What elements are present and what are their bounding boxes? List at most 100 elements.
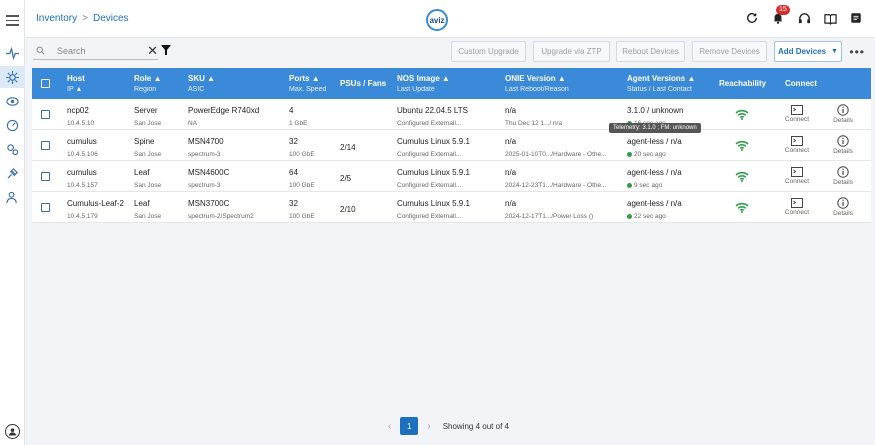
col-ip-label: IP (67, 86, 74, 93)
wifi-icon (735, 109, 749, 120)
ports-link[interactable]: 32 (289, 199, 298, 208)
document-icon[interactable] (849, 11, 863, 25)
ports-link[interactable]: 4 (289, 106, 294, 115)
table-row[interactable]: cumulus 10.4.5.106 Spine San Jose MSN4700 spe… (32, 130, 871, 161)
upgrade-via-ztp-button[interactable]: Upgrade via ZTP (533, 41, 610, 62)
col-host[interactable]: Host IP ▲ (67, 73, 85, 95)
row-checkbox[interactable] (41, 110, 50, 119)
agent-contact-text: 22 sec ago (634, 213, 666, 220)
settings-icon[interactable] (0, 138, 25, 160)
col-onie-label: ONIE Version (505, 74, 556, 83)
host-link[interactable]: cumulus (67, 168, 97, 177)
gauge-icon[interactable] (0, 114, 25, 136)
page-summary: Showing 4 out of 4 (442, 421, 509, 431)
col-psus-label: PSUs / Fans (340, 79, 387, 88)
pagination: ‹ 1 › Showing 4 out of 4 (388, 417, 509, 435)
col-sku-label: SKU (188, 74, 205, 83)
remove-devices-button[interactable]: Remove Devices (692, 41, 767, 62)
add-devices-button[interactable]: Add Devices ▼ (774, 41, 842, 62)
host-link[interactable]: Cumulus-Leaf-2 (67, 199, 124, 208)
host-link[interactable]: cumulus (67, 137, 97, 146)
prev-page-icon[interactable]: ‹ (388, 420, 392, 432)
ports-link[interactable]: 64 (289, 168, 298, 177)
col-role[interactable]: Role ▲ Region (134, 73, 162, 95)
connect-button[interactable]: Connect (781, 105, 813, 123)
search-icon (36, 46, 45, 55)
details-button[interactable]: Details (829, 104, 857, 124)
host-link[interactable]: ncp02 (67, 106, 89, 115)
agent-text: agent-less / n/a (627, 168, 682, 177)
nos-cell: Cumulus Linux 5.9.1 Configured Externall.… (397, 167, 470, 191)
row-checkbox[interactable] (41, 172, 50, 181)
table-row[interactable]: cumulus 10.4.5.157 Leaf San Jose MSN4600C spe… (32, 161, 871, 192)
wifi-icon (735, 202, 749, 213)
select-all-checkbox[interactable] (41, 79, 50, 88)
info-icon (837, 135, 849, 147)
devices-icon[interactable] (0, 66, 25, 88)
col-nos[interactable]: NOS Image ▲ Last Update (397, 73, 450, 95)
user-settings-icon[interactable] (0, 186, 25, 208)
page-number-button[interactable]: 1 (400, 417, 419, 435)
more-options-icon[interactable]: ••• (849, 45, 865, 59)
clear-search-icon[interactable]: ✕ (147, 43, 158, 58)
bell-icon[interactable]: 15 (771, 5, 790, 25)
nos-text: Cumulus Linux 5.9.1 (397, 137, 470, 146)
row-checkbox[interactable] (41, 141, 50, 150)
onie-reboot-text: 2024-12-23T1.../Hardware - Othe... (505, 182, 607, 189)
devices-table: Host IP ▲ Role ▲ Region SKU ▲ ASIC Ports… (32, 68, 871, 223)
table-row[interactable]: Cumulus-Leaf-2 10.4.5.179 Leaf San Jose MSN3… (32, 192, 871, 223)
refresh-icon[interactable] (745, 11, 759, 25)
status-dot-icon (627, 213, 632, 219)
psus-text: 2/10 (340, 205, 356, 214)
status-dot-icon (627, 182, 632, 188)
details-button[interactable]: Details (829, 135, 857, 155)
details-button[interactable]: Details (829, 166, 857, 186)
psus-text: 2/5 (340, 174, 352, 183)
col-last-reboot-label: Last Reboot/Reason (505, 86, 569, 93)
role-cell: Server San Jose (134, 105, 161, 129)
breadcrumb-inventory[interactable]: Inventory (36, 13, 78, 24)
custom-upgrade-button[interactable]: Custom Upgrade (451, 41, 526, 62)
nos-cell: Cumulus Linux 5.9.1 Configured Externall.… (397, 198, 470, 222)
host-cell: cumulus 10.4.5.157 (67, 167, 98, 191)
region-text: San Jose (134, 182, 162, 189)
col-ports[interactable]: Ports ▲ Max. Speed (289, 73, 326, 95)
next-page-icon[interactable]: › (427, 420, 431, 432)
table-body: ncp02 10.4.5.10 Server San Jose PowerEdge R7… (32, 99, 871, 223)
host-cell: Cumulus-Leaf-2 10.4.5.179 (67, 198, 124, 222)
col-agent[interactable]: Agent Versions ▲ Status / Last Contact (627, 73, 695, 95)
col-sku[interactable]: SKU ▲ ASIC (188, 73, 215, 95)
connect-button[interactable]: Connect (781, 167, 813, 185)
sku-text: MSN4700 (188, 137, 224, 146)
connect-button[interactable]: Connect (781, 136, 813, 154)
table-row[interactable]: ncp02 10.4.5.10 Server San Jose PowerEdge R7… (32, 99, 871, 130)
headset-icon[interactable] (797, 11, 811, 25)
breadcrumb-separator: > (82, 13, 88, 24)
pulse-icon[interactable] (0, 42, 25, 64)
row-checkbox[interactable] (41, 203, 50, 212)
sku-cell: MSN4600C spectrum-3 (188, 167, 229, 191)
ports-link[interactable]: 32 (289, 137, 298, 146)
col-connect: Connect (785, 78, 817, 89)
details-button[interactable]: Details (829, 197, 857, 217)
status-dot-icon (627, 151, 632, 157)
filter-icon[interactable] (161, 45, 171, 55)
col-nos-label: NOS Image (397, 74, 440, 83)
col-last-update-label: Last Update (397, 86, 435, 93)
plug-icon[interactable] (0, 162, 25, 184)
search-input[interactable]: Search ✕ (33, 42, 158, 60)
onie-cell: n/a 2024-12-17T1.../Power Loss () (505, 198, 593, 222)
speed-text: 100 GbE (289, 182, 315, 189)
details-label: Details (833, 117, 853, 124)
reboot-devices-button[interactable]: Reboot Devices (616, 41, 685, 62)
account-avatar-icon[interactable] (5, 424, 20, 439)
breadcrumb: Inventory > Devices (36, 13, 129, 24)
menu-icon[interactable] (6, 15, 19, 29)
col-onie[interactable]: ONIE Version ▲ Last Reboot/Reason (505, 73, 569, 95)
connect-button[interactable]: Connect (781, 198, 813, 216)
role-text: Leaf (134, 199, 150, 208)
eye-icon[interactable] (0, 90, 25, 112)
book-icon[interactable] (823, 11, 837, 25)
ports-cell: 64 100 GbE (289, 167, 315, 191)
col-host-label: Host (67, 74, 85, 83)
